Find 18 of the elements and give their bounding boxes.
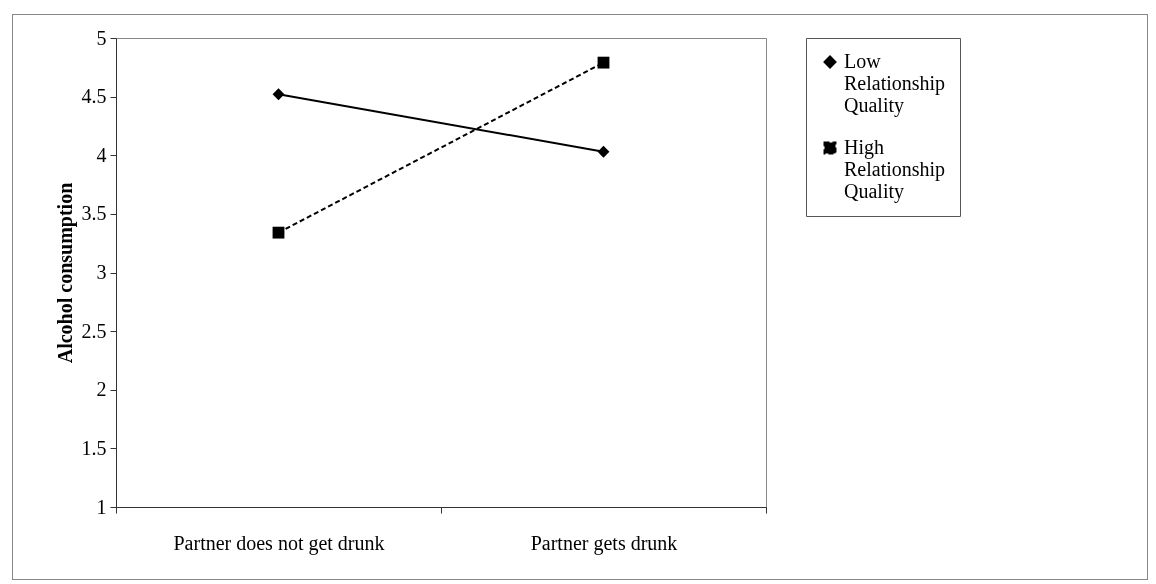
point xyxy=(272,88,285,101)
y-tick-label: 2.5 xyxy=(81,319,107,342)
legend-label: High Relationship Quality xyxy=(844,136,946,203)
y-tick-label: 4 xyxy=(96,143,107,166)
y-tick-label: 5 xyxy=(96,26,107,49)
x-tick-label: Partner gets drunk xyxy=(530,531,678,555)
point xyxy=(597,145,610,158)
legend-label: Low Relationship Quality xyxy=(844,50,946,117)
y-tick-label: 4.5 xyxy=(81,85,107,108)
y-tick-label: 3 xyxy=(96,261,107,283)
y-tick-label: 1 xyxy=(96,495,107,518)
point xyxy=(597,56,610,69)
y-tick-label: 2 xyxy=(96,378,107,401)
y-axis-title: Alcohol consumption xyxy=(53,182,77,364)
point xyxy=(272,226,285,239)
y-tick-label: 3.5 xyxy=(81,202,107,225)
x-tick-label: Partner does not get drunk xyxy=(173,531,385,555)
y-tick-label: 1.5 xyxy=(81,436,107,459)
